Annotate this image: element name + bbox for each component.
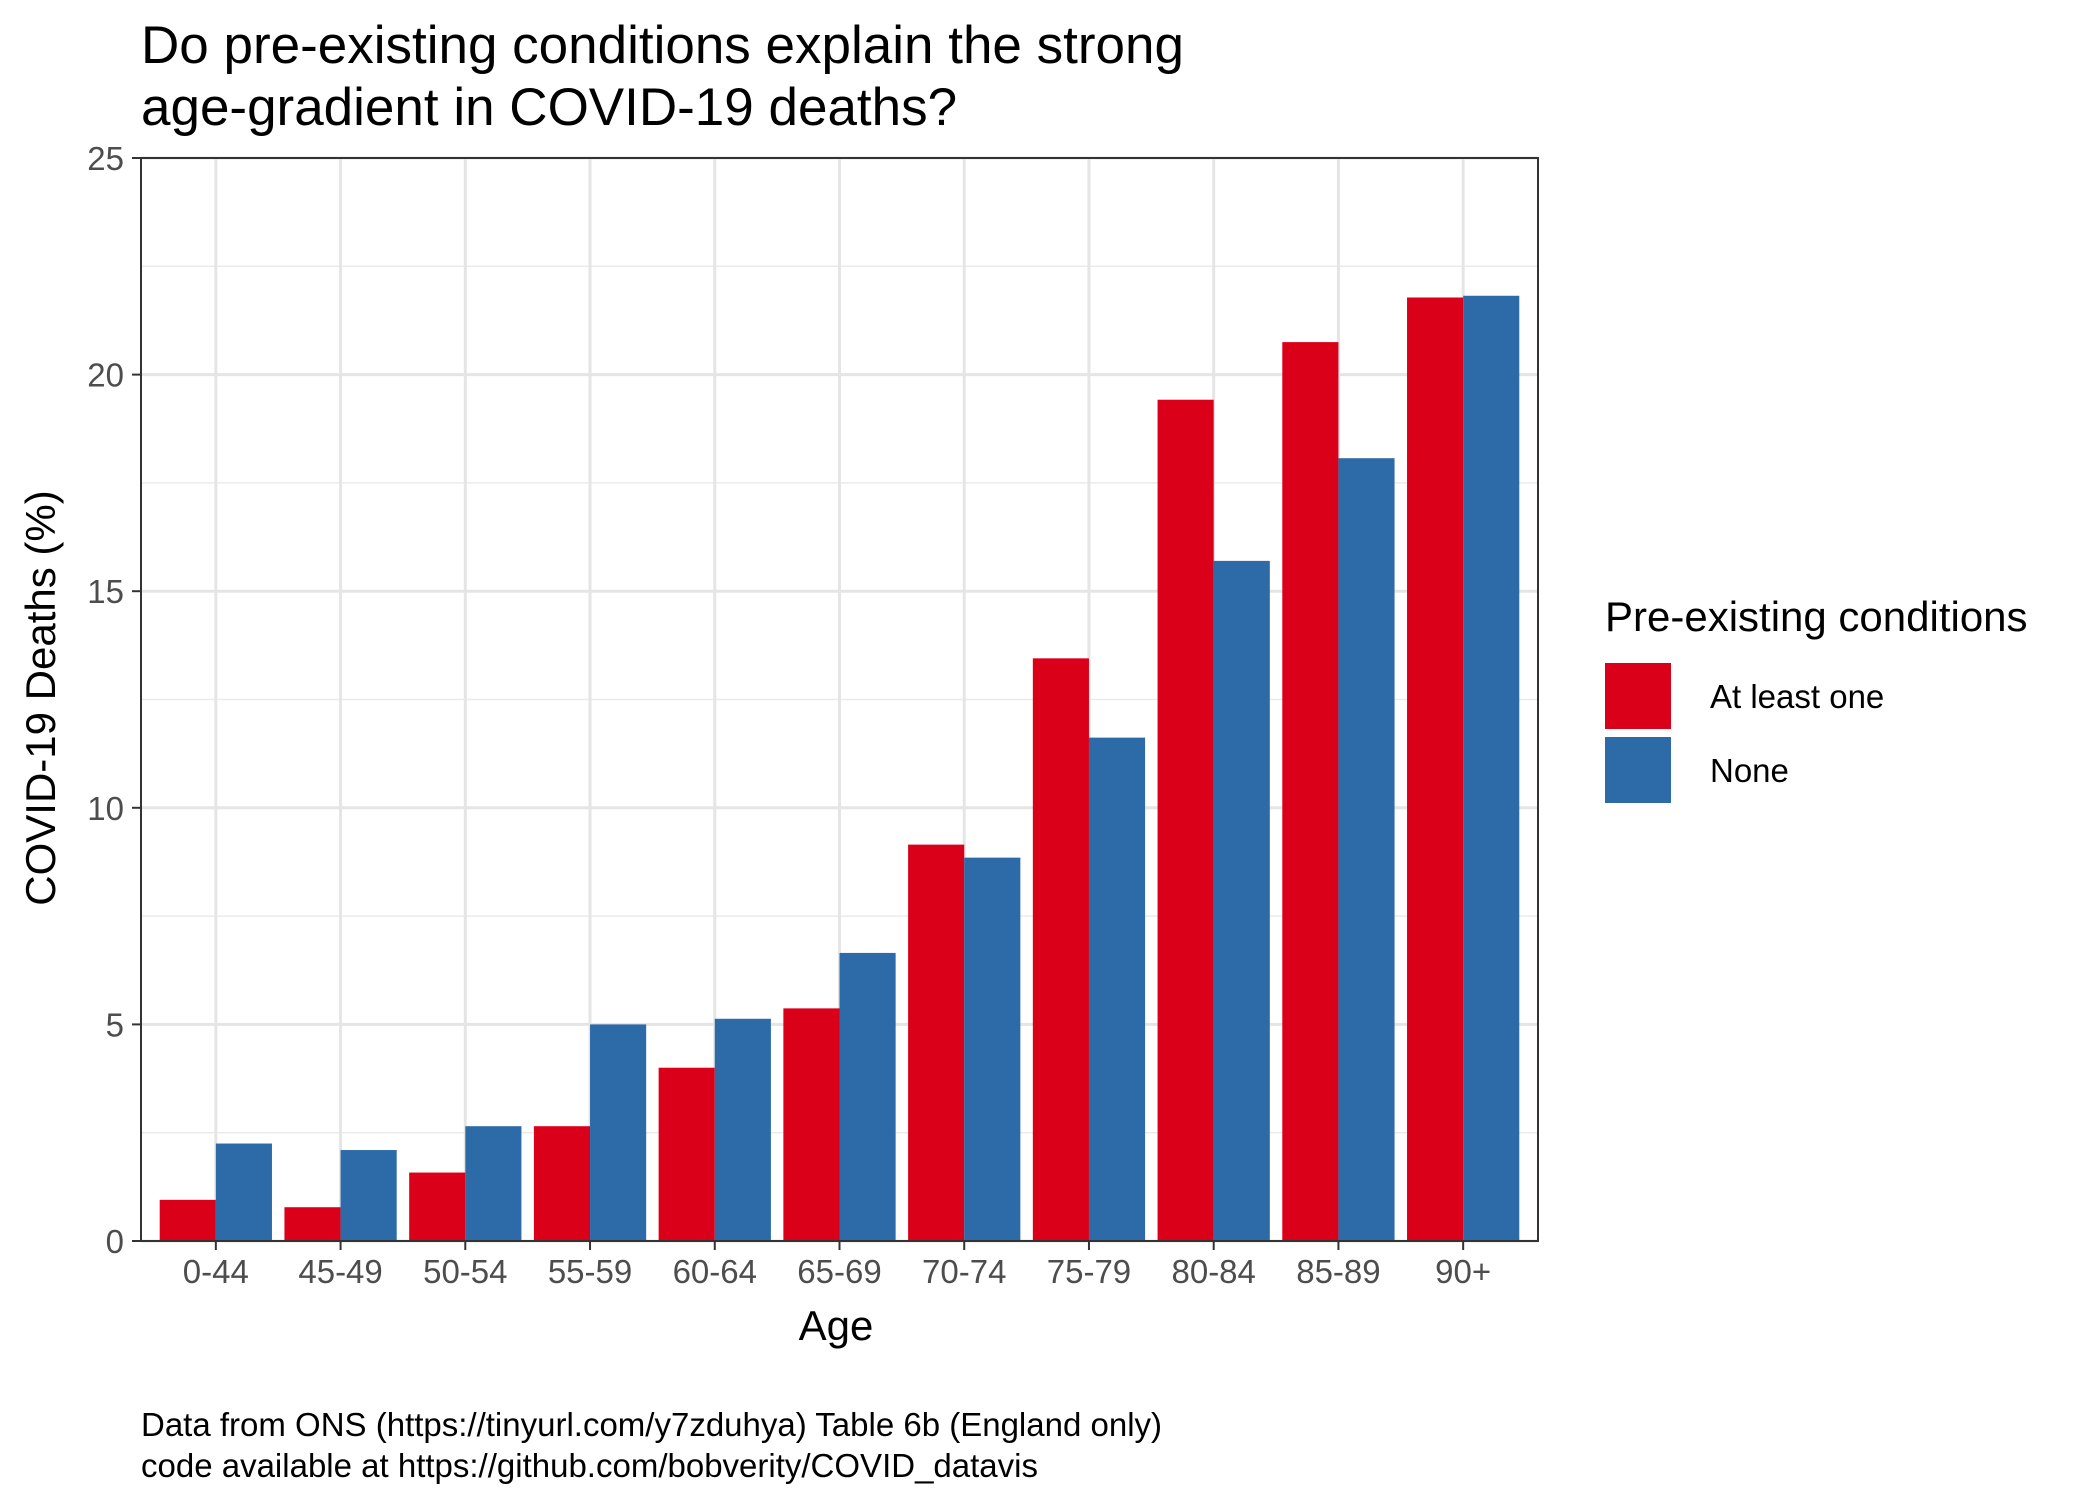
legend-key-none [1605,737,1671,803]
legend-label-at-least-one: At least one [1710,678,1884,715]
legend: Pre-existing conditions At least one None [1605,593,2028,803]
bar-at-least-one-70-74 [908,844,965,1241]
x-tick-label: 45-49 [298,1253,382,1290]
chart-title-line-1: Do pre-existing conditions explain the s… [141,16,1184,75]
bar-none-50-54 [465,1126,522,1241]
x-tick-label: 75-79 [1047,1253,1131,1290]
bar-none-65-69 [839,952,896,1241]
bar-at-least-one-65-69 [783,1008,840,1241]
y-tick-label: 10 [87,790,124,827]
chart-title: Do pre-existing conditions explain the s… [141,16,1184,137]
bar-at-least-one-85-89 [1282,342,1339,1241]
bar-at-least-one-90+ [1407,297,1464,1242]
y-tick-label: 0 [106,1223,124,1260]
x-tick-label: 70-74 [922,1253,1006,1290]
x-tick-label: 85-89 [1296,1253,1380,1290]
x-tick-label: 60-64 [673,1253,757,1290]
y-tick-label: 15 [87,573,124,610]
y-tick-label: 25 [87,140,124,177]
bar-at-least-one-75-79 [1032,658,1089,1241]
bar-none-55-59 [590,1024,647,1241]
plot-panel [140,156,1539,1243]
y-axis: 0 5 10 15 20 25 [87,140,141,1260]
bar-at-least-one-45-49 [284,1207,341,1241]
bar-at-least-one-80-84 [1157,399,1214,1241]
caption-line-2: code available at https://github.com/bob… [141,1447,1038,1484]
bar-none-60-64 [714,1018,771,1241]
x-tick-label: 0-44 [183,1253,249,1290]
bar-none-45-49 [340,1150,397,1241]
y-axis-title: COVID-19 Deaths (%) [17,490,64,905]
y-tick-label: 5 [106,1006,124,1043]
x-axis-title: Age [799,1302,874,1349]
caption-line-1: Data from ONS (https://tinyurl.com/y7zdu… [141,1406,1162,1443]
bar-none-70-74 [964,857,1021,1241]
legend-key-at-least-one [1605,663,1671,729]
bar-at-least-one-55-59 [533,1126,591,1241]
x-tick-label: 65-69 [797,1253,881,1290]
bar-none-85-89 [1338,458,1395,1241]
x-axis: 0-44 45-49 50-54 55-59 60-64 65-69 70-74 75-79 8… [183,1241,1491,1290]
bar-none-80-84 [1213,560,1270,1241]
x-tick-label: 90+ [1435,1253,1491,1290]
legend-title: Pre-existing conditions [1605,593,2028,640]
bar-none-90+ [1463,295,1520,1242]
bar-none-75-79 [1088,737,1146,1241]
chart-title-line-2: age-gradient in COVID-19 deaths? [141,78,957,137]
bar-at-least-one-60-64 [658,1067,715,1241]
caption: Data from ONS (https://tinyurl.com/y7zdu… [141,1406,1162,1484]
x-tick-label: 55-59 [548,1253,632,1290]
y-tick-label: 20 [87,357,124,394]
bar-at-least-one-50-54 [409,1172,466,1241]
legend-label-none: None [1710,752,1789,789]
bar-none-0-44 [215,1143,272,1241]
x-tick-label: 80-84 [1171,1253,1255,1290]
bar-at-least-one-0-44 [159,1199,216,1241]
x-tick-label: 50-54 [423,1253,507,1290]
